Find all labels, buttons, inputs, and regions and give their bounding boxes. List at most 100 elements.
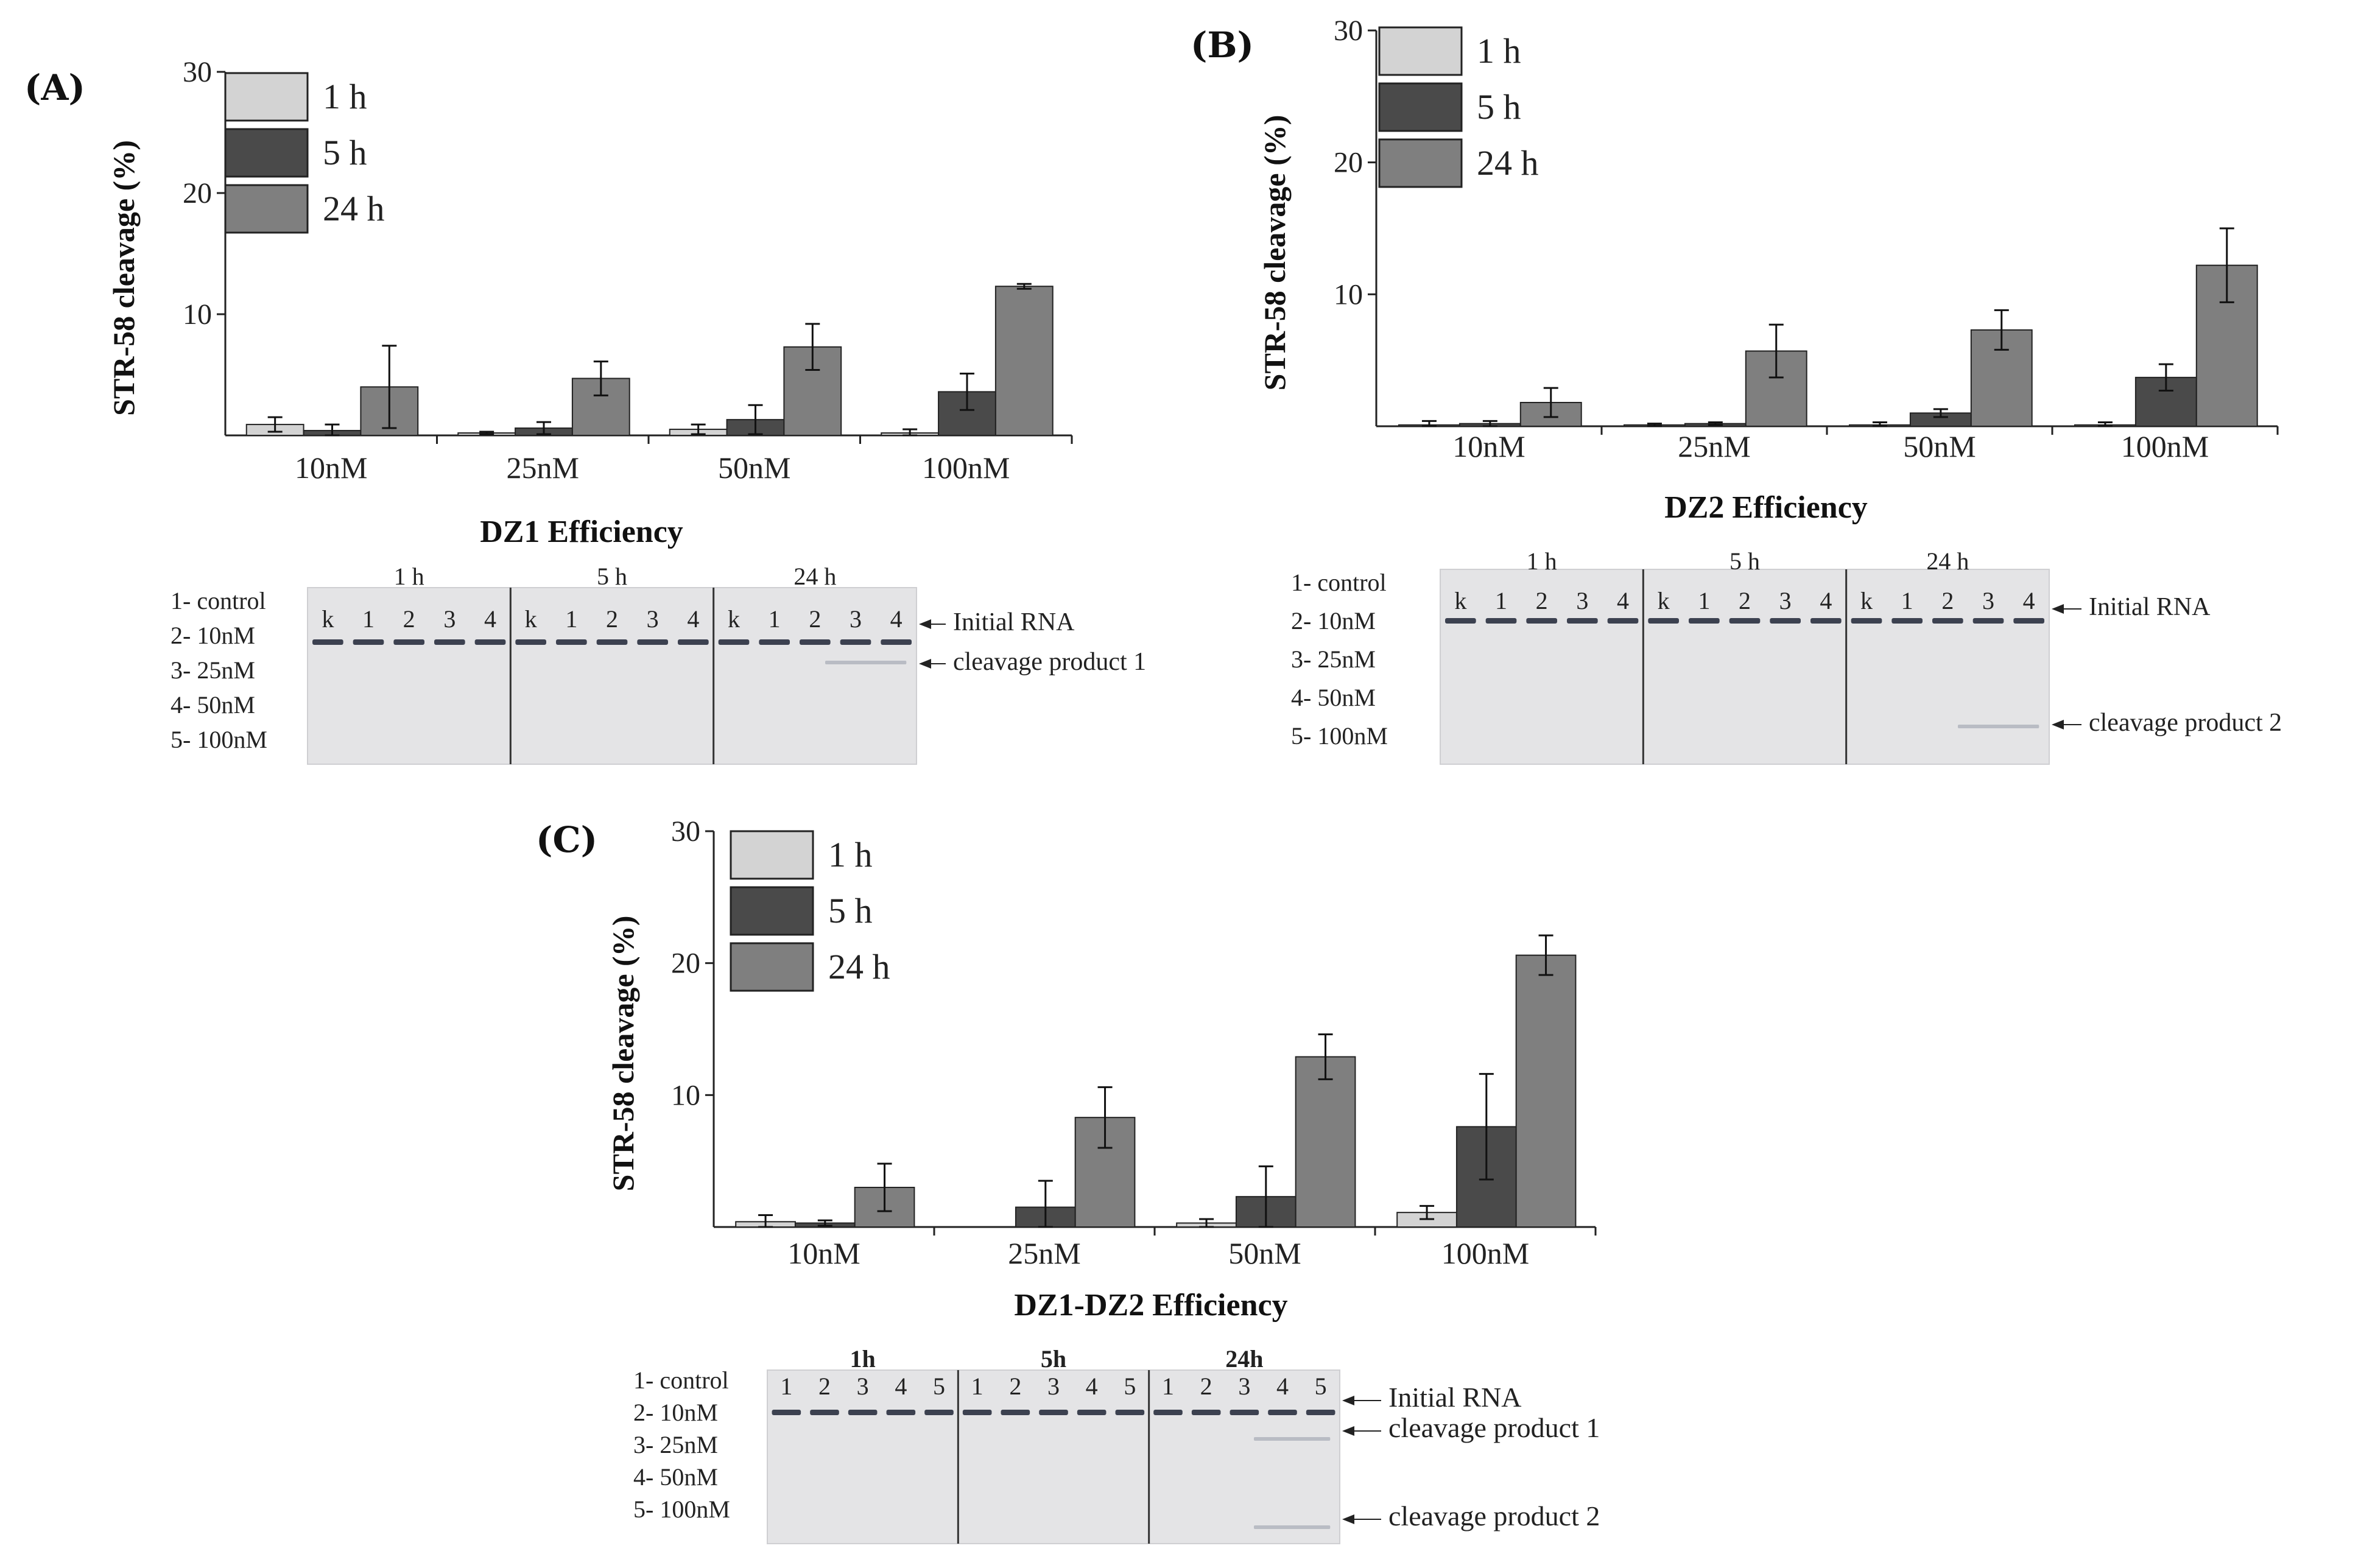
y-tick-label: 20 [183,177,212,209]
legend-swatch [730,830,814,880]
gel-band-initial [1932,618,1963,624]
gel-lane-label: 4 [1820,587,1832,614]
gel-annotation: cleavage product 2 [2089,709,2282,737]
gel-key-item: 5- 100nM [633,1496,730,1523]
gel-band-initial [759,639,790,645]
legend-label: 24 h [1477,143,1539,183]
gel-band-initial [772,1410,801,1415]
gel-band-initial [1729,618,1761,624]
gel-key-item: 3- 25nM [171,656,255,684]
gel-key-item: 3- 25nM [1291,645,1376,673]
category-label-50nM: 50nM [718,451,790,485]
gel-band-initial [1648,618,1679,624]
gel-key-item: 2- 10nM [171,622,255,649]
gel-lane-label: 3 [850,605,862,633]
category-label-100nM: 100nM [2121,429,2209,463]
gel-lane-label: 3 [1238,1373,1250,1400]
category-label-25nM: 25nM [507,451,579,485]
gel-lane-label: 2 [606,605,618,633]
gel-lane-label: 2 [1200,1373,1212,1400]
gel-group-label: 1 h [394,563,424,590]
annotation-arrowhead [1342,1396,1354,1405]
gel-band-initial [1689,618,1720,624]
gel-image [1440,569,2050,765]
gel-lane-label: 3 [857,1373,869,1400]
gel-lane-label: k [1454,587,1466,614]
legend-swatch [1378,26,1463,76]
chart-title: DZ1-DZ2 Efficiency [1014,1288,1287,1323]
gel-band-initial [637,639,668,645]
gel-band-initial [1039,1410,1068,1415]
legend-swatch [224,72,309,122]
legend-swatch [730,942,814,992]
gel-lane-label: 1 [1698,587,1710,614]
gel-band-product [1254,1437,1331,1441]
category-label-10nM: 10nM [295,451,367,485]
y-tick-label: 30 [671,815,700,848]
category-label-100nM: 100nM [1441,1236,1529,1270]
gel-lane-label: 3 [1576,587,1588,614]
y-tick-label: 10 [183,298,212,331]
gel-annotation: cleavage product 1 [953,648,1146,676]
gel-lane-label: 5 [1124,1373,1136,1400]
gel-lane-label: k [322,605,334,633]
gel-band-initial [1306,1410,1335,1415]
gel-key-item: 5- 100nM [171,726,267,753]
gel-band-initial [1485,618,1517,624]
gel-band-initial [1607,618,1639,624]
gel-lane-label: 1 [769,605,781,633]
gel-band-product [825,661,907,664]
gel-group-label: 5 h [1729,547,1760,575]
gel-annotation: Initial RNA [1388,1382,1521,1413]
gel-band-initial [1115,1410,1145,1415]
gel-lane-label: 3 [443,605,456,633]
gel-lane-label: 1 [1901,587,1913,614]
gel-band-initial [718,639,750,645]
category-label-50nM: 50nM [1903,429,1976,463]
gel-lane-label: 4 [2023,587,2035,614]
legend-label: 5 h [828,891,873,930]
gel-lane-label: 2 [1941,587,1954,614]
gel-lane-label: 1 [362,605,375,633]
gel-band-initial [474,639,506,645]
gel-band-initial [434,639,465,645]
gel-lane-label: 1 [971,1373,983,1400]
gel-band-initial [848,1410,878,1415]
gel-band-initial [556,639,587,645]
gel-band-initial [924,1410,954,1415]
legend-label: 5 h [323,133,367,172]
legend-swatch [1378,138,1463,188]
y-tick-label: 10 [1334,278,1363,311]
gel-annotation: Initial RNA [2089,593,2211,621]
y-axis-label: STR-58 cleavage (%) [606,916,640,1192]
gel-lane-label: 1 [565,605,577,633]
gel-band-product [1958,725,2039,728]
gel-key-item: 1- control [171,587,266,614]
category-label-10nM: 10nM [787,1236,860,1270]
gel-image [307,587,917,765]
gel-lane-label: 4 [895,1373,907,1400]
category-label-50nM: 50nM [1228,1236,1301,1270]
y-tick-label: 10 [671,1079,700,1111]
gel-key-item: 3- 25nM [633,1431,718,1458]
y-axis-label: STR-58 cleavage (%) [1258,115,1292,391]
gel-key-item: 4- 50nM [633,1463,718,1491]
gel-group-label: 1 h [1527,547,1557,575]
gel-group-label: 24 h [793,563,836,590]
legend-label: 5 h [1477,87,1521,127]
gel-lane-label: 4 [484,605,496,633]
gel-lane-label: 3 [1982,587,1994,614]
gel-band-initial [678,639,709,645]
bar-24h-100nM [1515,954,1577,1228]
gel-lane-label: 5 [933,1373,945,1400]
gel-band-initial [810,1410,839,1415]
gel-band-initial [962,1410,992,1415]
gel-band-initial [1810,618,1842,624]
gel-band-initial [1770,618,1801,624]
gel-group-label: 5 h [597,563,627,590]
gel-band-initial [800,639,831,645]
gel-band-initial [1230,1410,1259,1415]
annotation-arrowhead [2052,604,2064,614]
panel-a-label: (A) [24,67,85,108]
gel-band-initial [596,639,628,645]
